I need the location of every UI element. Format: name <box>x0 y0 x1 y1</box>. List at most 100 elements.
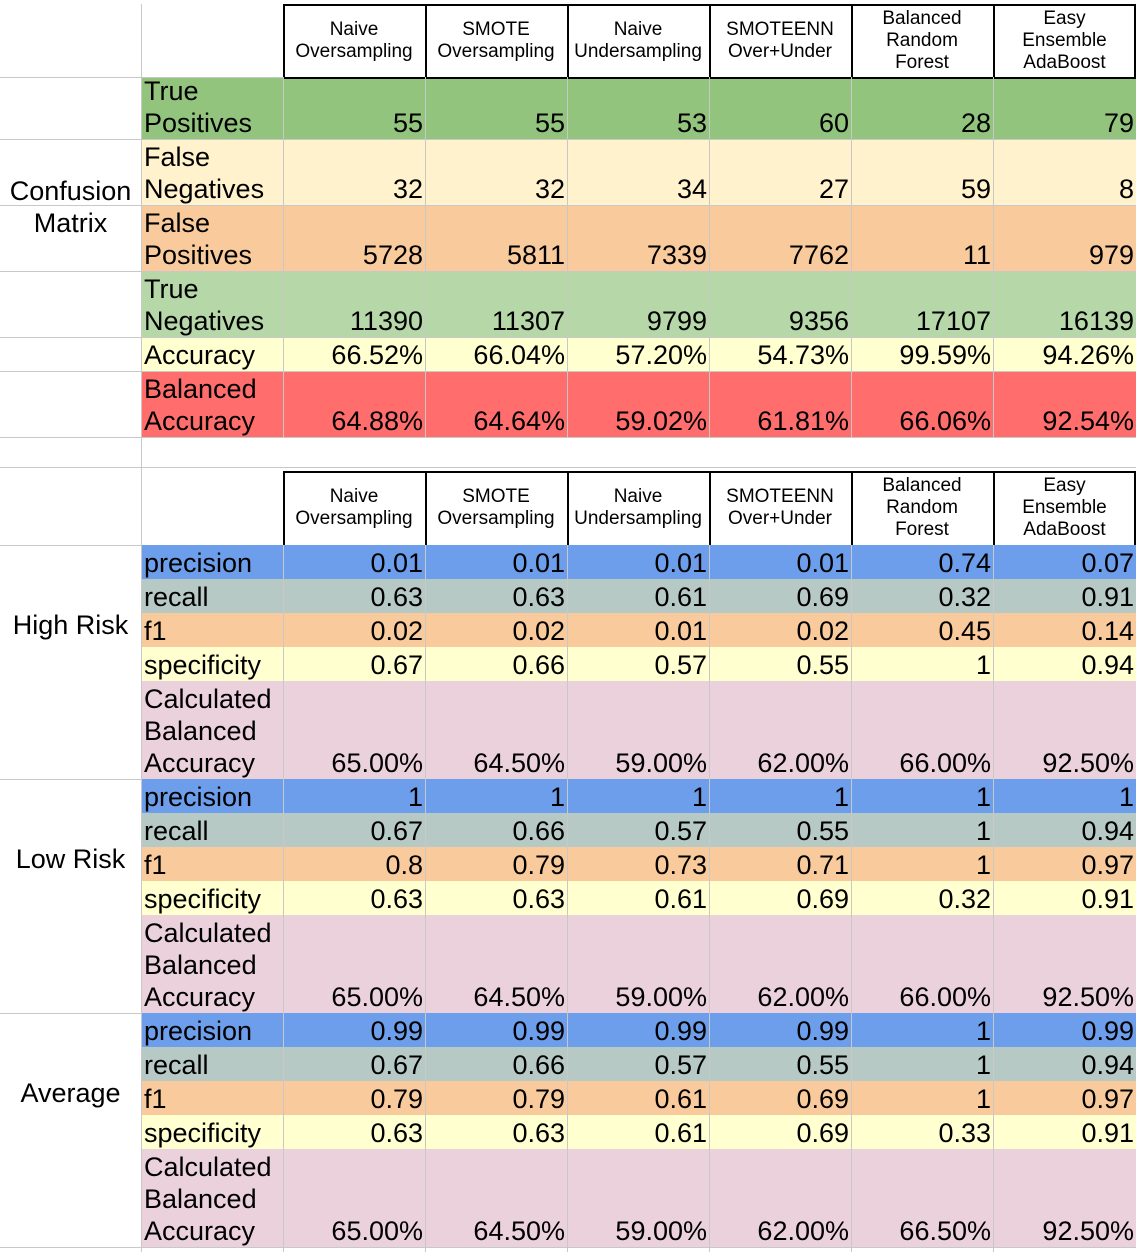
cell-value: 1 <box>851 1081 993 1115</box>
grid-line <box>0 337 1136 338</box>
row-label: f1 <box>141 847 283 881</box>
cell-value: 7339 <box>567 205 709 271</box>
cell-value: 0.69 <box>709 1115 851 1149</box>
grid-line <box>993 545 994 1252</box>
grid-line <box>0 467 1136 468</box>
grid-line <box>141 1247 1136 1248</box>
cell-value: 1 <box>851 647 993 681</box>
cell-value: 32 <box>425 139 567 205</box>
cell-value: 0.63 <box>283 1115 425 1149</box>
grid-line <box>993 4 994 437</box>
cell-value: 0.94 <box>993 647 1136 681</box>
cell-value: 59.00% <box>567 915 709 1013</box>
cell-value: 0.74 <box>851 545 993 579</box>
cell-value: 79 <box>993 77 1136 139</box>
cell-value: 9799 <box>567 271 709 337</box>
cell-value: 99.59% <box>851 337 993 371</box>
grid-line <box>141 545 142 1252</box>
cell-value: 0.99 <box>567 1013 709 1047</box>
cell-value: 65.00% <box>283 681 425 779</box>
grid-line <box>283 545 284 1252</box>
column-header: Balanced Random Forest <box>851 4 993 77</box>
cell-value: 59.00% <box>567 681 709 779</box>
cell-value: 1 <box>851 813 993 847</box>
cell-value: 0.01 <box>567 545 709 579</box>
column-header: SMOTE Oversampling <box>425 471 567 545</box>
cell-value: 0.57 <box>567 647 709 681</box>
cell-value: 11 <box>851 205 993 271</box>
cell-value: 57.20% <box>567 337 709 371</box>
cell-value: 64.64% <box>425 371 567 437</box>
grid-line <box>141 4 142 437</box>
cell-value: 64.50% <box>425 681 567 779</box>
cell-value: 17107 <box>851 271 993 337</box>
grid-line <box>709 4 711 77</box>
cell-value: 0.32 <box>851 579 993 613</box>
cell-value: 0.8 <box>283 847 425 881</box>
grid-line <box>425 4 426 437</box>
cell-value: 0.01 <box>425 545 567 579</box>
grid-line <box>993 471 995 545</box>
cell-value: 8 <box>993 139 1136 205</box>
cell-value: 0.91 <box>993 579 1136 613</box>
cell-value: 0.79 <box>283 1081 425 1115</box>
cell-value: 0.67 <box>283 647 425 681</box>
cell-value: 16139 <box>993 271 1136 337</box>
grid-line <box>851 4 852 437</box>
cell-value: 0.61 <box>567 881 709 915</box>
row-label: recall <box>141 579 283 613</box>
cell-value: 0.63 <box>283 881 425 915</box>
cell-value: 0.02 <box>283 613 425 647</box>
cell-value: 0.33 <box>851 1115 993 1149</box>
cell-value: 5811 <box>425 205 567 271</box>
cell-value: 55 <box>425 77 567 139</box>
cell-value: 0.57 <box>567 813 709 847</box>
grid-line <box>1134 471 1136 545</box>
cell-value: 61.81% <box>709 371 851 437</box>
cell-value: 92.50% <box>993 1149 1136 1247</box>
column-header: SMOTEENN Over+Under <box>709 4 851 77</box>
cell-value: 0.02 <box>709 613 851 647</box>
grid-line <box>0 437 1136 438</box>
column-header: Naive Undersampling <box>567 4 709 77</box>
cell-value: 0.57 <box>567 1047 709 1081</box>
column-header: Easy Ensemble AdaBoost <box>993 4 1136 77</box>
cell-value: 0.97 <box>993 847 1136 881</box>
cell-value: 0.61 <box>567 579 709 613</box>
cell-value: 0.91 <box>993 1115 1136 1149</box>
cell-value: 59 <box>851 139 993 205</box>
cell-value: 0.97 <box>993 1081 1136 1115</box>
grid-line <box>0 1247 141 1248</box>
cell-value: 0.55 <box>709 647 851 681</box>
cell-value: 59.00% <box>567 1149 709 1247</box>
grid-line <box>851 471 853 545</box>
cell-value: 62.00% <box>709 1149 851 1247</box>
grid-line <box>0 139 1136 140</box>
cell-value: 0.99 <box>709 1013 851 1047</box>
cell-value: 0.99 <box>283 1013 425 1047</box>
grid-line <box>0 779 141 780</box>
row-label: Accuracy <box>141 337 283 371</box>
cell-value: 1 <box>425 779 567 813</box>
row-label: Calculated Balanced Accuracy <box>141 1149 283 1247</box>
cell-value: 9356 <box>709 271 851 337</box>
cell-value: 65.00% <box>283 915 425 1013</box>
cell-value: 11307 <box>425 271 567 337</box>
grid-line <box>851 545 852 1252</box>
cell-value: 0.45 <box>851 613 993 647</box>
column-header: Balanced Random Forest <box>851 471 993 545</box>
grid-line <box>709 471 711 545</box>
cell-value: 62.00% <box>709 915 851 1013</box>
row-label: False Positives <box>141 205 283 271</box>
cell-value: 65.00% <box>283 1149 425 1247</box>
row-label: specificity <box>141 881 283 915</box>
grid-line <box>567 4 569 77</box>
row-label: recall <box>141 1047 283 1081</box>
grid-line <box>0 205 1136 206</box>
cell-value: 0.55 <box>709 813 851 847</box>
grid-line <box>1134 4 1136 77</box>
column-header: Naive Oversampling <box>283 471 425 545</box>
cell-value: 62.00% <box>709 681 851 779</box>
cell-value: 66.52% <box>283 337 425 371</box>
